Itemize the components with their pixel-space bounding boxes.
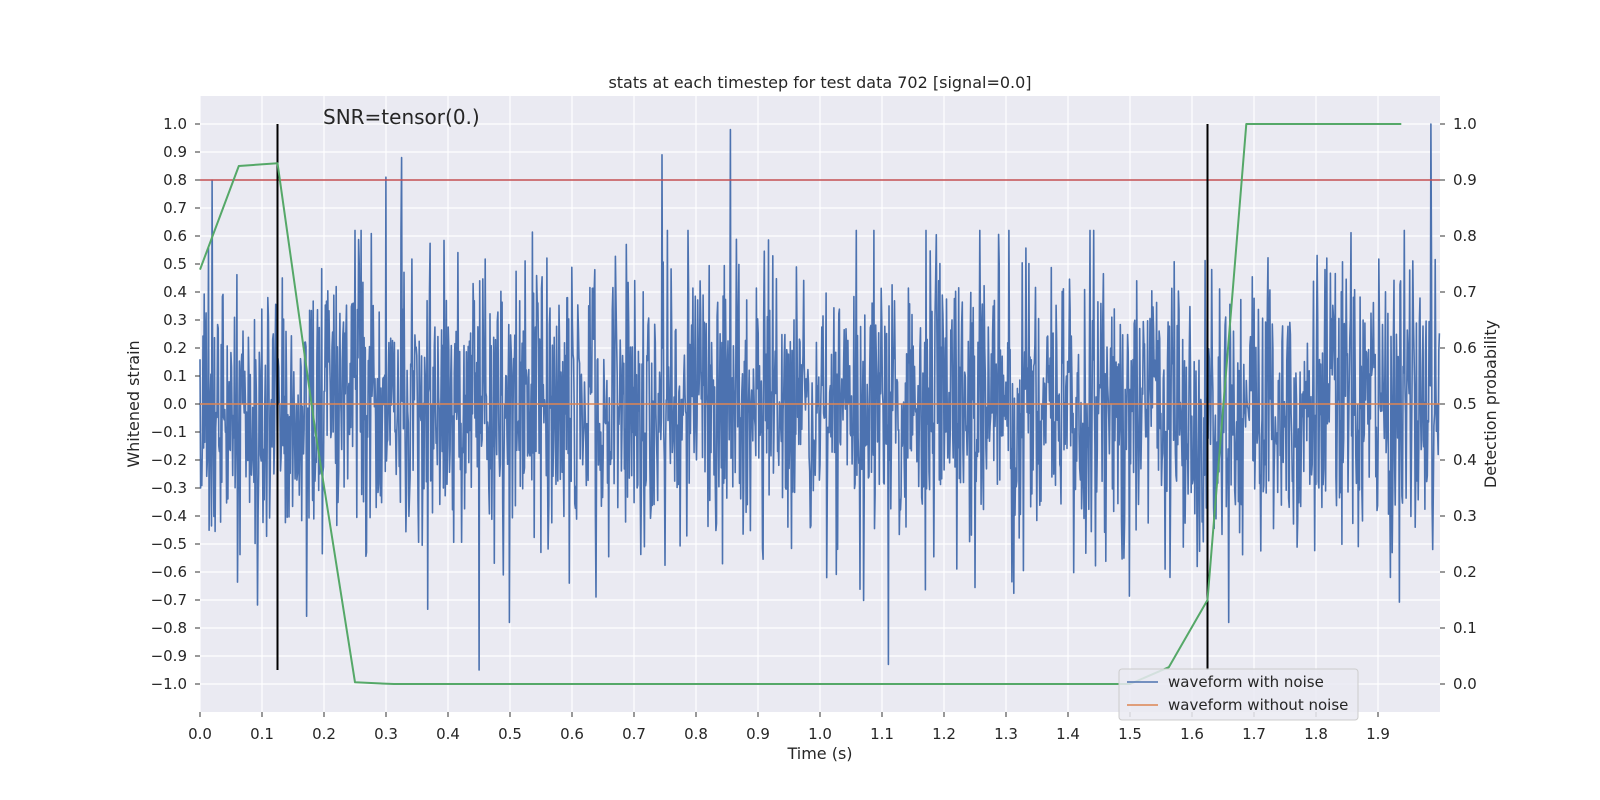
y2-tick-label: 0.0 [1453,675,1477,693]
y-tick-label: 0.2 [163,339,187,357]
y2-axis-label: Detection probability [1481,320,1500,488]
y2-tick-label: 0.9 [1453,171,1477,189]
chart-title: stats at each timestep for test data 702… [608,73,1031,92]
x-tick-label: 0.2 [312,725,336,743]
x-tick-label: 0.6 [560,725,584,743]
y-tick-label: 0.1 [163,367,187,385]
legend-box [1118,668,1359,721]
x-tick-label: 1.4 [1056,725,1080,743]
y-tick-label: −0.2 [151,451,187,469]
y-tick-label: 0.4 [163,283,187,301]
y2-tick-label: 0.8 [1453,227,1477,245]
y-tick-label: −1.0 [151,675,187,693]
x-tick-label: 1.1 [870,725,894,743]
series-waveform-with-noise [199,123,1441,671]
x-tick-label: 0.1 [250,725,274,743]
y-tick-label: 0.9 [163,143,187,161]
y-tick-label: 0.7 [163,199,187,217]
y2-tick-label: 0.3 [1453,507,1477,525]
y2-tick-label: 0.6 [1453,339,1477,357]
x-tick-label: 1.8 [1304,725,1328,743]
y-tick-label: 0.3 [163,311,187,329]
y-axis-label: Whitened strain [124,340,143,467]
x-tick-label: 1.3 [994,725,1018,743]
series-layer [199,123,1441,685]
y-tick-label: −0.7 [151,591,187,609]
y-tick-label: −0.5 [151,535,187,553]
y2-tick-label: 0.7 [1453,283,1477,301]
x-tick-label: 0.4 [436,725,460,743]
x-tick-label: 0.3 [374,725,398,743]
x-tick-label: 0.7 [622,725,646,743]
y-tick-label: −0.9 [151,647,187,665]
y-tick-label: −0.8 [151,619,187,637]
x-tick-label: 0.0 [188,725,212,743]
y2-tick-label: 0.5 [1453,395,1477,413]
y-tick-label: 0.6 [163,227,187,245]
y-tick-label: 0.0 [163,395,187,413]
x-axis-label: Time (s) [786,744,852,763]
y-tick-label: −0.6 [151,563,187,581]
legend: waveform with noise waveform without noi… [1118,668,1359,721]
x-tick-label: 1.0 [808,725,832,743]
y2-tick-label: 1.0 [1453,115,1477,133]
x-tick-label: 1.2 [932,725,956,743]
x-tick-label: 0.9 [746,725,770,743]
y2-tick-label: 0.2 [1453,563,1477,581]
y-tick-label: −0.3 [151,479,187,497]
x-tick-label: 1.7 [1242,725,1266,743]
y-tick-label: 0.5 [163,255,187,273]
legend-label-noise: waveform with noise [1168,673,1324,691]
axes-layer: 0.0 0.1 0.2 0.3 0.4 0.5 0.6 0.7 0.8 0.9 1.0 1.1 1.2 1… [151,115,1477,743]
y-tick-label: −0.4 [151,507,187,525]
x-tick-label: 1.9 [1366,725,1390,743]
x-tick-label: 0.5 [498,725,522,743]
legend-label-clean: waveform without noise [1168,696,1348,714]
y-tick-label: −0.1 [151,423,187,441]
y2-tick-label: 0.4 [1453,451,1477,469]
y-tick-label: 0.8 [163,171,187,189]
y2-tick-label: 0.1 [1453,619,1477,637]
series-detection-probability [199,123,1402,685]
snr-annotation: SNR=tensor(0.) [323,105,480,129]
x-tick-label: 0.8 [684,725,708,743]
x-tick-label: 1.5 [1118,725,1142,743]
x-tick-label: 1.6 [1180,725,1204,743]
y-tick-label: 1.0 [163,115,187,133]
